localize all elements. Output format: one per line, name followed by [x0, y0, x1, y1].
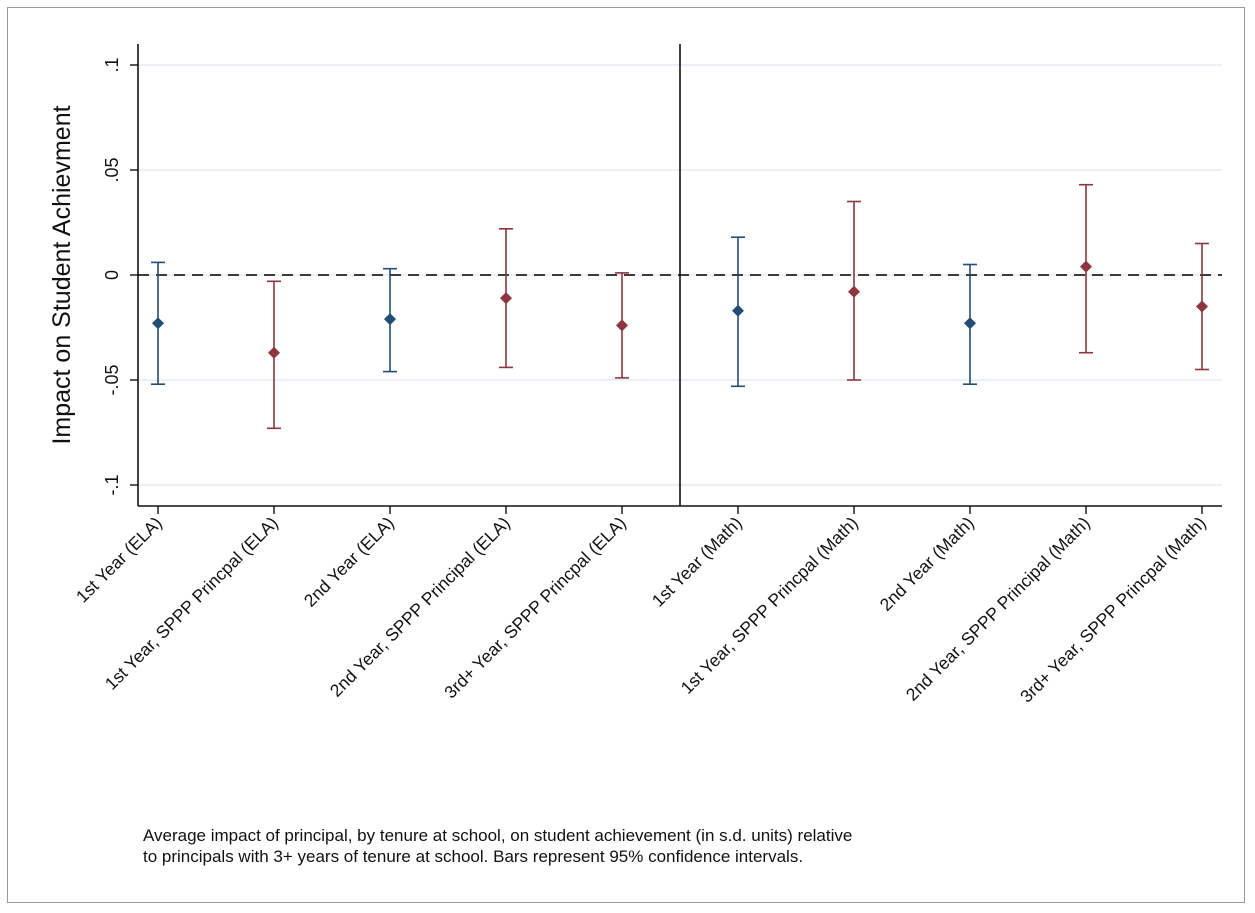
estimate-marker-6	[848, 285, 860, 298]
y-tick-label-2: 0	[102, 270, 122, 280]
x-category-label-5: 1st Year (Math)	[648, 513, 746, 611]
y-tick-label-1: .05	[102, 157, 122, 182]
y-axis-title: Impact on Student Achievment	[48, 105, 76, 444]
estimate-marker-2	[384, 313, 396, 326]
caption-line-2: to principals with 3+ years of tenure at…	[143, 847, 804, 866]
figure-caption: Average impact of principal, by tenure a…	[143, 825, 1203, 867]
estimate-marker-0	[152, 317, 164, 330]
estimate-marker-3	[500, 292, 512, 305]
x-category-label-2: 2nd Year (ELA)	[300, 513, 398, 611]
y-tick-label-4: -.1	[102, 474, 122, 495]
figure-frame	[7, 7, 1245, 903]
caption-line-1: Average impact of principal, by tenure a…	[143, 826, 853, 845]
estimate-marker-4	[616, 319, 628, 332]
estimate-marker-1	[268, 346, 280, 359]
y-tick-label-3: -.05	[102, 364, 122, 395]
x-category-label-3: 2nd Year, SPPP Principal (ELA)	[326, 513, 514, 701]
x-category-label-0: 1st Year (ELA)	[72, 513, 166, 607]
estimate-marker-5	[732, 304, 744, 317]
x-category-label-4: 3rd+ Year, SPPP Princpal (ELA)	[440, 513, 630, 703]
x-category-label-7: 2nd Year (Math)	[876, 513, 978, 615]
x-category-label-9: 3rd+ Year, SPPP Princpal (Math)	[1016, 513, 1210, 707]
estimate-marker-8	[1080, 260, 1092, 273]
estimate-marker-9	[1196, 300, 1208, 313]
x-category-label-8: 2nd Year, SPPP Principal (Math)	[902, 513, 1094, 705]
estimate-marker-7	[964, 317, 976, 330]
y-tick-label-0: .1	[102, 57, 122, 72]
